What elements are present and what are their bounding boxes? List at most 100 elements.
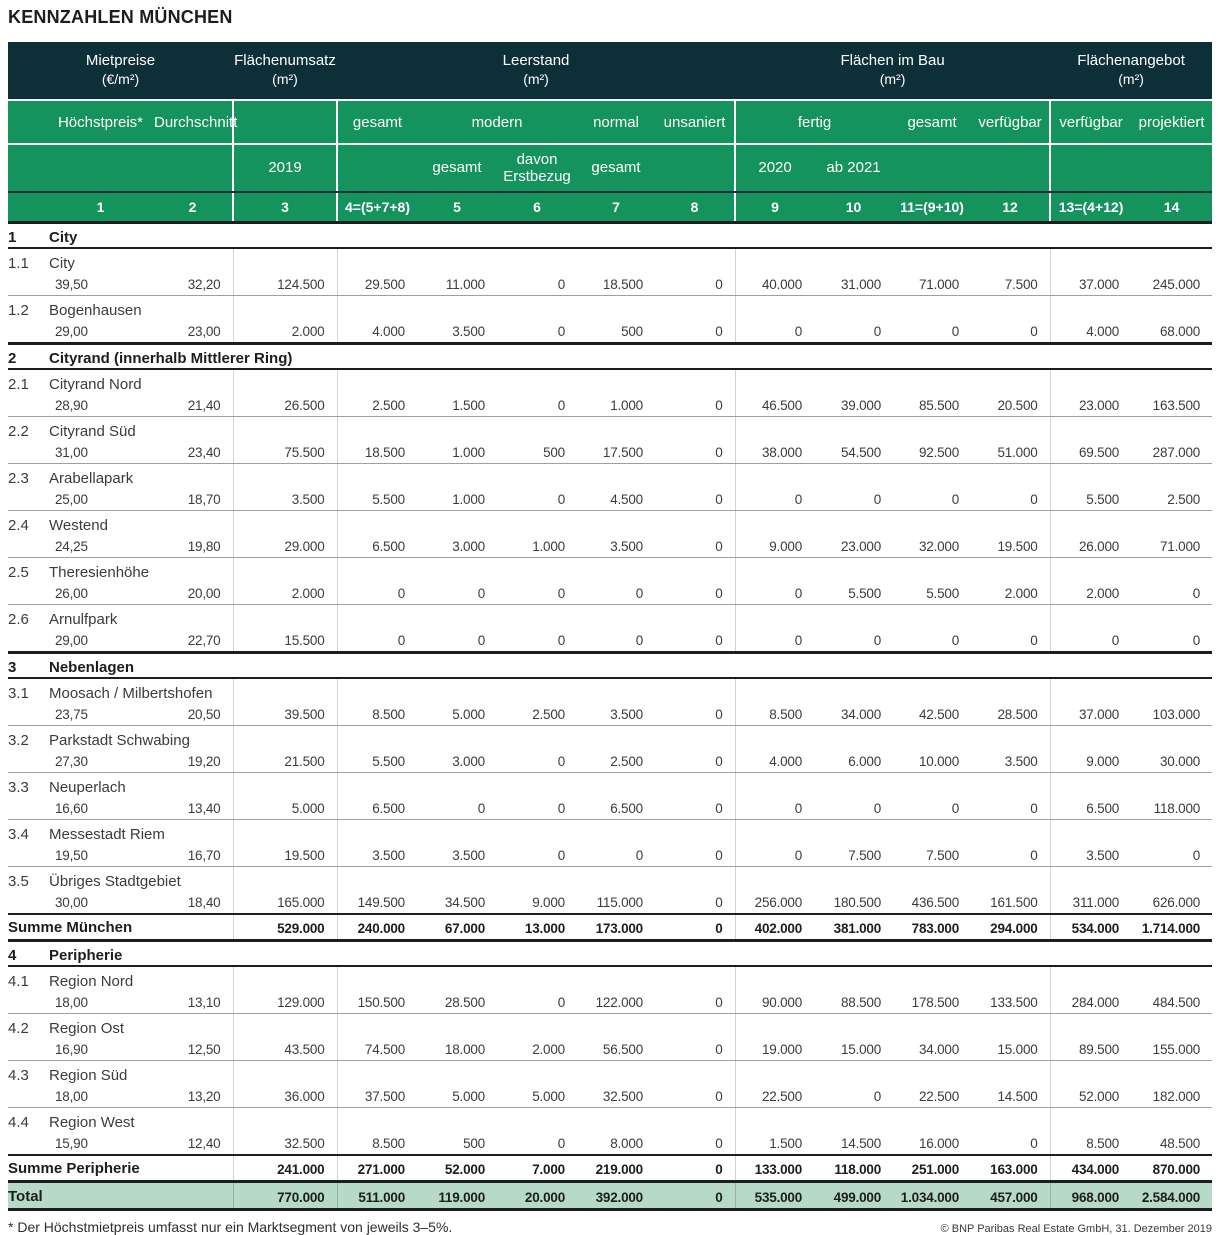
value-cell: 92.500 (893, 441, 972, 464)
site-name: Region West (48, 1107, 234, 1132)
value-cell: 284.000 (1050, 991, 1132, 1014)
header-fertig: fertig (735, 100, 894, 145)
value-cell: 23.000 (1050, 394, 1132, 417)
value-cell: 2.500 (497, 703, 577, 726)
value-cell: 783.000 (893, 913, 972, 942)
value-cell: 29.000 (233, 535, 338, 558)
value-cell: 3.500 (337, 844, 417, 867)
table-row: 16,90 12,50 43.500 74.500 18.000 2.000 56.500 0… (8, 1038, 1213, 1061)
spacer-cell (233, 463, 338, 488)
table-row: 19,50 16,70 19.500 3.500 3.500 0 0 0 0 7.500 7.500… (8, 844, 1213, 867)
value-cell: 0 (971, 844, 1051, 867)
value-cell: 32.500 (577, 1085, 655, 1108)
colnum-6: 6 (497, 192, 577, 224)
footnote: * Der Höchstmietpreis umfasst nur ein Ma… (8, 1219, 453, 1235)
table-row: 29,00 22,70 15.500 0 0 0 0 0 0 0 0 0 0 0 (8, 629, 1213, 653)
value-cell: 4.000 (337, 320, 417, 344)
value-cell: 0 (497, 1132, 577, 1156)
value-cell: 18.500 (337, 441, 417, 464)
spacer-cell (233, 100, 338, 145)
value-cell: 3.500 (577, 703, 655, 726)
spacer-cell (337, 725, 736, 750)
row-index: 1 (8, 221, 48, 249)
spacer-cell (337, 866, 736, 891)
spacer-cell (735, 725, 1051, 750)
value-cell: 26.500 (233, 394, 338, 417)
copyright: © BNP Paribas Real Estate GmbH, 31. Deze… (940, 1223, 1212, 1235)
row-index: 3.3 (8, 779, 29, 796)
column-group-label: Flächenumsatz (234, 52, 336, 70)
colnum-13: 13=(4+12) (1050, 192, 1132, 224)
value-cell: 7.500 (814, 844, 894, 867)
value-cell: 1.034.000 (893, 1180, 972, 1211)
table-row: 3.1 Moosach / Milbertshofen (8, 678, 1212, 703)
spacer-cell (8, 320, 48, 344)
table-row: 2.5 Theresienhöhe (8, 557, 1212, 582)
site-name: Region Süd (48, 1060, 234, 1085)
spacer-cell (233, 557, 338, 582)
site-name: City (48, 248, 234, 273)
header-unsaniert: unsaniert (655, 100, 737, 145)
value-cell: 23.000 (814, 535, 894, 558)
value-cell: 0 (337, 582, 417, 605)
value-cell: 36.000 (233, 1085, 338, 1108)
table-row: 29,00 23,00 2.000 4.000 3.500 0 500 0 0 0 0 0 4.000 6… (8, 320, 1213, 344)
spacer-cell (8, 991, 48, 1014)
value-cell: 0 (655, 629, 736, 653)
header-gesamt-4: gesamt (337, 100, 417, 145)
value-cell: 0 (417, 629, 497, 653)
value-cell: 20,00 (153, 582, 234, 605)
value-cell: 182.000 (1131, 1085, 1213, 1108)
value-cell: 0 (497, 394, 577, 417)
site-name: Neuperlach (48, 772, 234, 797)
value-cell: 0 (814, 629, 894, 653)
value-cell: 14.500 (814, 1132, 894, 1156)
spacer-cell (233, 369, 338, 394)
header-projektiert: projektiert (1131, 100, 1213, 145)
site-name: Bogenhausen (48, 295, 234, 320)
colnum-7: 7 (577, 192, 655, 224)
spacer-cell (8, 582, 48, 605)
site-name: Arnulfpark (48, 604, 234, 629)
row-index: 4.3 (8, 1067, 29, 1084)
value-cell: 9.000 (497, 891, 577, 915)
spacer-cell (337, 557, 736, 582)
value-cell: 271.000 (337, 1154, 417, 1183)
table-row: 2 Cityrand (innerhalb Mittlerer Ring) (8, 342, 1213, 370)
row-index: 4.2 (8, 1020, 29, 1037)
column-group-flaechenangebot: Flächenangebot (m²) (1050, 42, 1213, 101)
value-cell: 0 (497, 991, 577, 1014)
table-footer: * Der Höchstmietpreis umfasst nur ein Ma… (8, 1219, 1212, 1235)
value-cell: 18,00 (48, 1085, 153, 1108)
value-cell: 6.500 (337, 797, 417, 820)
value-cell: 241.000 (233, 1154, 338, 1183)
column-group-label: Mietpreise (85, 52, 156, 70)
value-cell: 13,10 (153, 991, 234, 1014)
value-cell: 0 (893, 629, 972, 653)
spacer-cell (735, 369, 1051, 394)
value-cell: 18.500 (577, 273, 655, 296)
colnum-10: 10 (814, 192, 894, 224)
spacer-cell (337, 463, 736, 488)
spacer-cell (8, 394, 48, 417)
spacer-cell (1050, 605, 1212, 630)
value-cell: 31,00 (48, 441, 153, 464)
row-index: 2.3 (8, 470, 29, 487)
header-verfuegbar-13: verfügbar (1050, 100, 1132, 145)
value-cell: 34.500 (417, 891, 497, 915)
value-cell: 163.500 (1131, 394, 1213, 417)
table-row: 2.1 Cityrand Nord (8, 369, 1212, 394)
header-row-sub: Höchstpreis* Durchschnitt gesamt modern … (8, 100, 1213, 145)
value-cell: 0 (971, 488, 1051, 511)
colnum-3: 3 (233, 192, 338, 224)
table-row: 1.1 City (8, 248, 1212, 273)
colnum-4: 4=(5+7+8) (337, 192, 417, 224)
spacer-cell (233, 866, 338, 891)
value-cell: 3.500 (1050, 844, 1132, 867)
site-name: Region Ost (48, 1013, 234, 1038)
value-cell: 21.500 (233, 750, 338, 773)
value-cell: 0 (814, 1085, 894, 1108)
spacer-cell (8, 273, 48, 296)
value-cell: 122.000 (577, 991, 655, 1014)
value-cell: 500 (577, 320, 655, 344)
